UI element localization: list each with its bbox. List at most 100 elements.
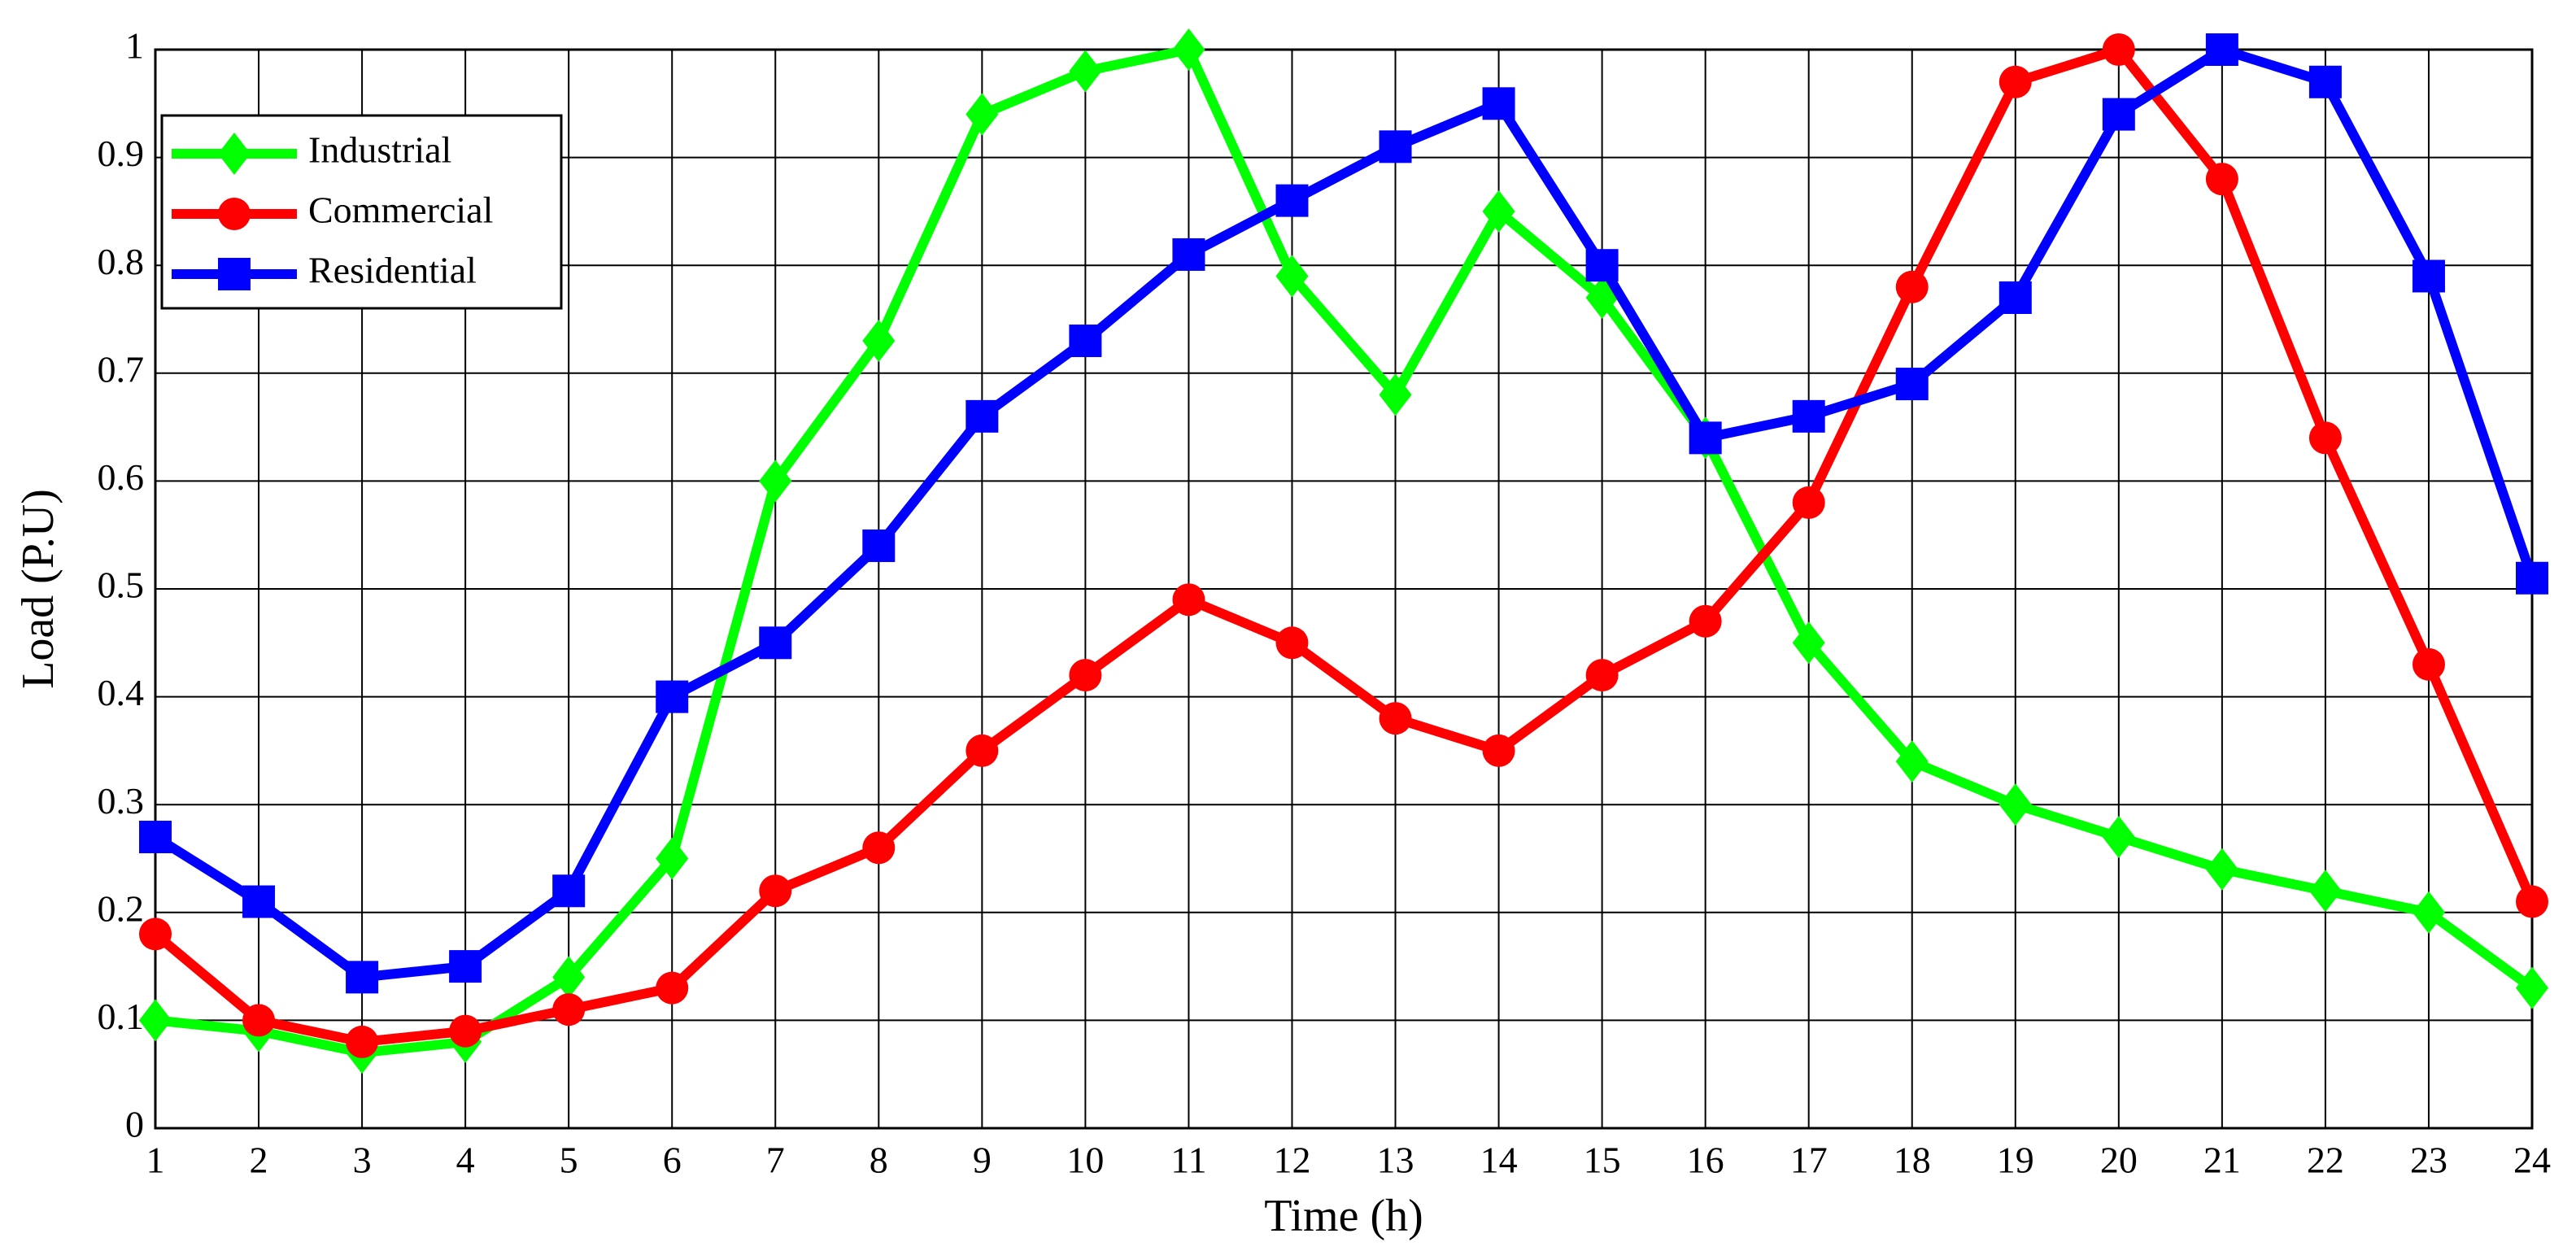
marker <box>1689 421 1722 455</box>
marker <box>1689 604 1722 638</box>
y-tick-label: 0.1 <box>98 996 145 1037</box>
marker <box>1998 281 2032 314</box>
marker <box>1379 373 1412 416</box>
marker <box>1792 621 1825 665</box>
marker <box>1172 28 1205 71</box>
marker <box>965 93 999 136</box>
marker <box>1895 270 1929 303</box>
marker <box>139 918 172 951</box>
marker <box>139 999 172 1042</box>
series-line <box>152 45 2537 1047</box>
y-tick-label: 1 <box>125 25 144 67</box>
x-tick-label: 2 <box>250 1140 268 1181</box>
marker <box>1275 626 1309 660</box>
marker <box>759 626 792 660</box>
x-tick-label: 16 <box>1687 1140 1724 1181</box>
legend-marker <box>218 133 251 175</box>
series-line <box>152 45 2537 983</box>
marker <box>1275 255 1309 298</box>
x-tick-label: 8 <box>870 1140 888 1181</box>
y-tick-label: 0.2 <box>98 887 145 929</box>
marker <box>1998 783 2032 826</box>
x-tick-label: 23 <box>2410 1140 2447 1181</box>
marker <box>1792 399 1825 433</box>
legend-marker <box>218 198 251 230</box>
marker <box>1069 659 1102 692</box>
x-tick-label: 19 <box>1997 1140 2034 1181</box>
marker <box>552 993 586 1027</box>
marker <box>1379 702 1412 735</box>
x-tick-label: 10 <box>1066 1140 1104 1181</box>
y-tick-label: 0.4 <box>98 672 145 713</box>
marker <box>2308 65 2342 98</box>
marker <box>656 680 689 713</box>
marker <box>2516 885 2548 918</box>
marker <box>346 1025 379 1058</box>
marker <box>2102 815 2135 858</box>
y-tick-label: 0.5 <box>98 564 145 606</box>
marker <box>1379 130 1412 163</box>
marker <box>1275 184 1309 217</box>
marker <box>759 874 792 908</box>
x-tick-label: 4 <box>456 1140 475 1181</box>
marker <box>2516 561 2548 595</box>
y-tick-label: 0.6 <box>98 456 145 498</box>
marker <box>656 837 689 880</box>
x-tick-label: 9 <box>973 1140 992 1181</box>
marker <box>862 529 896 562</box>
marker <box>2102 33 2135 66</box>
marker <box>1895 740 1929 783</box>
x-tick-label: 6 <box>663 1140 682 1181</box>
marker <box>552 956 586 999</box>
marker <box>1482 734 1515 767</box>
marker <box>242 885 276 918</box>
x-tick-label: 15 <box>1584 1140 1621 1181</box>
x-tick-label: 21 <box>2203 1140 2241 1181</box>
marker <box>1998 65 2032 98</box>
marker <box>449 950 482 983</box>
legend-label: Commercial <box>308 190 493 231</box>
marker <box>2412 647 2445 681</box>
y-tick-label: 0.7 <box>98 348 145 390</box>
x-tick-label: 3 <box>353 1140 372 1181</box>
marker <box>2102 98 2135 131</box>
marker <box>552 874 586 908</box>
marker <box>2308 870 2342 913</box>
marker <box>1792 486 1825 519</box>
x-axis-label: Time (h) <box>1264 1191 1423 1241</box>
marker <box>2412 891 2445 934</box>
marker <box>862 831 896 865</box>
legend-label: Residential <box>308 250 477 291</box>
x-tick-label: 22 <box>2307 1140 2344 1181</box>
marker <box>449 1014 482 1048</box>
marker <box>2205 33 2238 66</box>
marker <box>862 320 896 363</box>
y-tick-label: 0.8 <box>98 241 145 282</box>
marker <box>242 1004 276 1037</box>
y-tick-label: 0.3 <box>98 780 145 822</box>
marker <box>1172 583 1205 617</box>
x-tick-label: 1 <box>146 1140 165 1181</box>
marker <box>346 961 379 994</box>
marker <box>965 734 999 767</box>
x-tick-label: 14 <box>1480 1140 1518 1181</box>
y-axis-label: Load (P.U) <box>13 489 63 689</box>
x-tick-label: 5 <box>560 1140 578 1181</box>
marker <box>1069 50 1102 93</box>
marker <box>1069 325 1102 358</box>
marker <box>1482 87 1515 120</box>
marker <box>759 460 792 503</box>
marker <box>2308 421 2342 455</box>
marker <box>1585 659 1619 692</box>
x-tick-label: 12 <box>1273 1140 1310 1181</box>
x-tick-label: 18 <box>1894 1140 1931 1181</box>
marker <box>2205 163 2238 196</box>
marker <box>1895 368 1929 401</box>
x-tick-label: 7 <box>766 1140 785 1181</box>
marker <box>656 971 689 1005</box>
marker <box>965 399 999 433</box>
y-tick-label: 0 <box>125 1104 144 1145</box>
legend-marker <box>218 258 251 290</box>
